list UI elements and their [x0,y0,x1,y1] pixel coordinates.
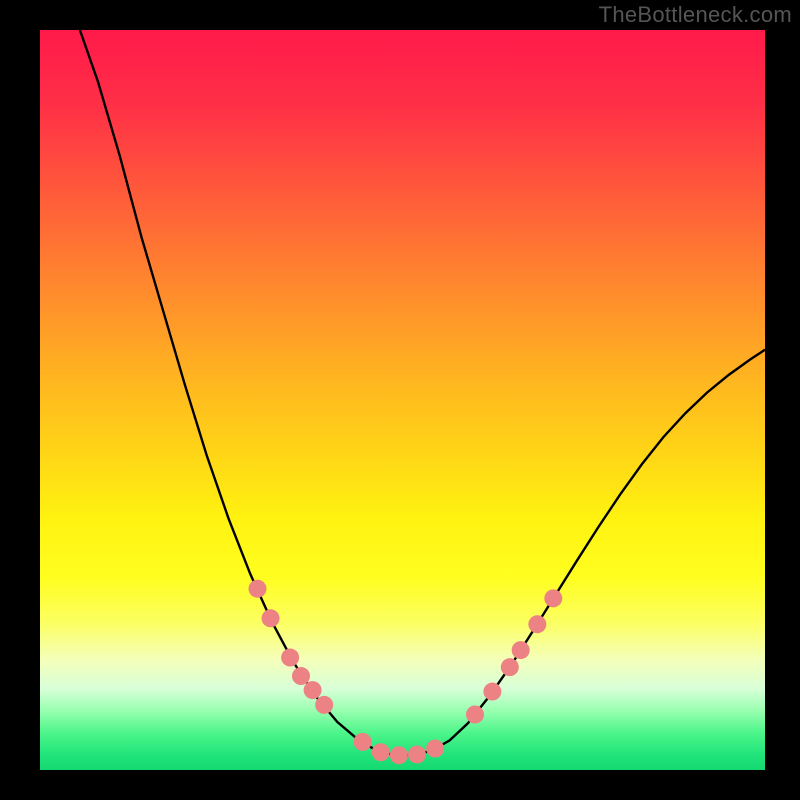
data-marker [512,641,530,659]
data-marker [304,681,322,699]
data-marker [528,615,546,633]
data-marker [354,733,372,751]
data-marker [544,589,562,607]
data-marker [426,740,444,758]
data-marker [262,609,280,627]
watermark-text: TheBottleneck.com [599,2,792,28]
data-marker [466,706,484,724]
data-marker [390,746,408,764]
data-marker [315,696,333,714]
data-marker [292,667,310,685]
data-marker [483,683,501,701]
data-marker [249,580,267,598]
data-marker [501,658,519,676]
data-marker [408,745,426,763]
plot-background [40,30,765,770]
data-marker [281,649,299,667]
data-marker [372,743,390,761]
chart-container: TheBottleneck.com [0,0,800,800]
bottleneck-curve-chart [0,0,800,800]
